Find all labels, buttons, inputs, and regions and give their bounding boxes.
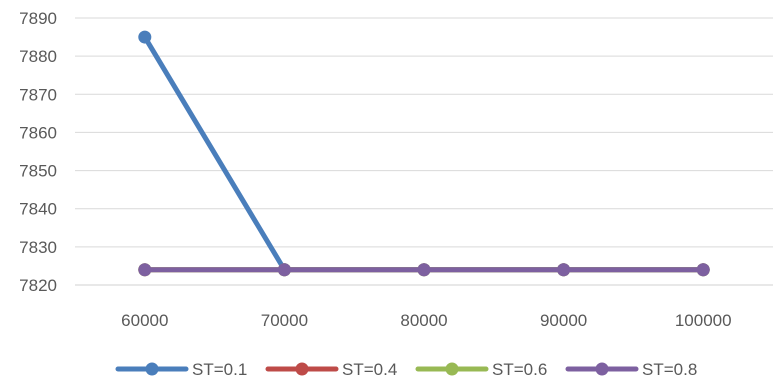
data-point xyxy=(277,263,291,277)
y-tick-label: 7840 xyxy=(19,200,57,219)
x-tick-label: 60000 xyxy=(121,311,168,330)
series-lines xyxy=(138,30,710,277)
y-tick-label: 7860 xyxy=(19,123,57,142)
legend-swatch-marker xyxy=(295,362,309,376)
y-tick-label: 7880 xyxy=(19,47,57,66)
legend-label: ST=0.6 xyxy=(492,360,547,379)
x-tick-label: 80000 xyxy=(400,311,447,330)
legend-label: ST=0.1 xyxy=(192,360,247,379)
legend-swatch-marker xyxy=(445,362,459,376)
data-point xyxy=(138,263,152,277)
series-line xyxy=(142,34,706,273)
data-point xyxy=(417,263,431,277)
gridlines xyxy=(75,17,773,286)
x-tick-label: 100000 xyxy=(675,311,732,330)
legend-swatch-marker xyxy=(595,362,609,376)
y-tick-label: 7870 xyxy=(19,85,57,104)
x-tick-label: 90000 xyxy=(540,311,587,330)
x-axis-ticks: 60000 70000 80000 90000 100000 xyxy=(121,311,731,330)
y-axis-ticks: 7820 7830 7840 7850 7860 7870 7880 7890 xyxy=(19,9,57,295)
data-point xyxy=(138,30,152,44)
legend-label: ST=0.4 xyxy=(342,360,397,379)
x-tick-label: 70000 xyxy=(261,311,308,330)
legend-swatch-marker xyxy=(145,362,159,376)
y-tick-label: 7890 xyxy=(19,9,57,28)
y-tick-label: 7850 xyxy=(19,162,57,181)
legend-label: ST=0.8 xyxy=(642,360,697,379)
y-tick-label: 7830 xyxy=(19,238,57,257)
legend: ST=0.1 ST=0.4 ST=0.6 ST=0.8 xyxy=(115,360,697,379)
data-point xyxy=(557,263,571,277)
y-tick-label: 7820 xyxy=(19,276,57,295)
data-point xyxy=(696,263,710,277)
